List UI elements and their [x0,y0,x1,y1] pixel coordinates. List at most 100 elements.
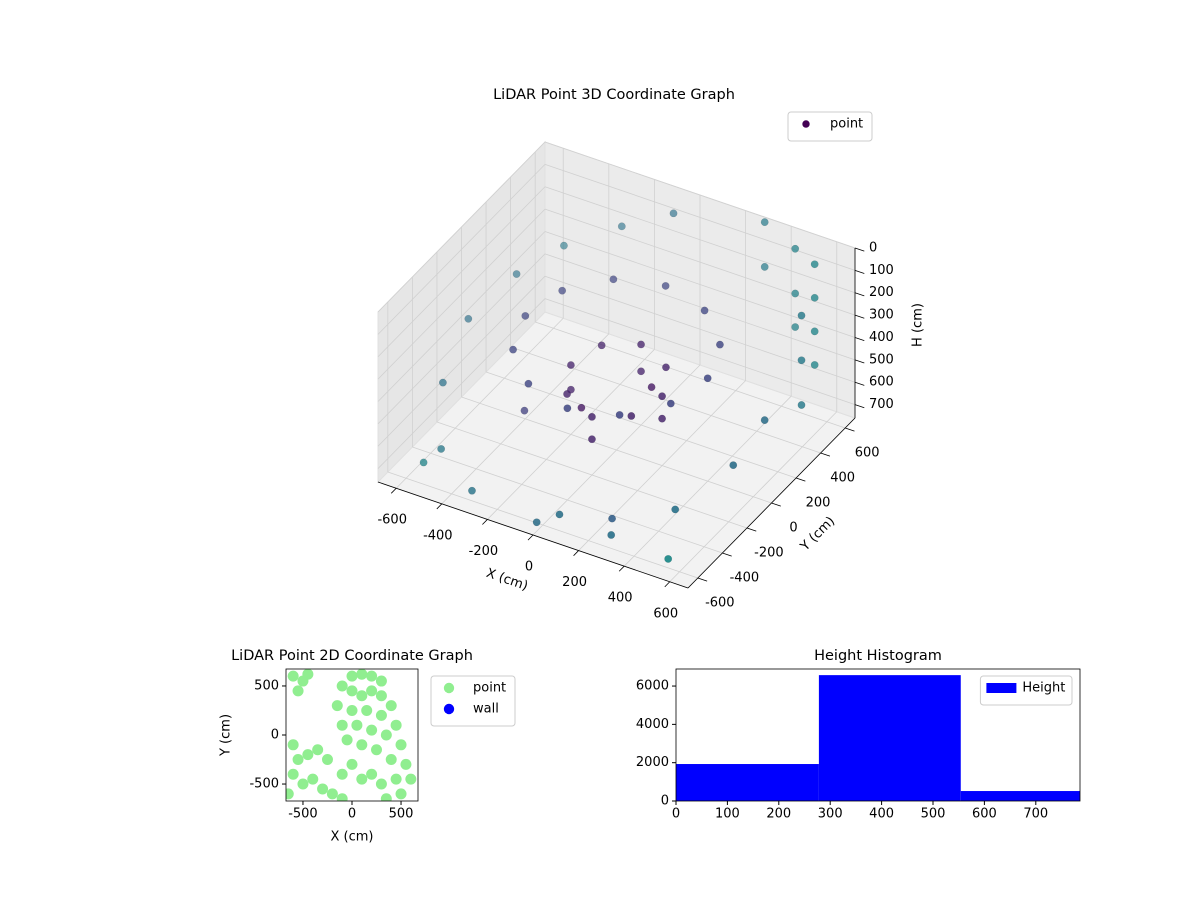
data-point [292,754,304,766]
z-axis-label: H (cm) [911,303,926,347]
data-point [520,406,529,415]
plot-area [286,669,417,801]
grid-line [377,186,546,358]
data-point [464,314,473,323]
data-point [729,461,738,470]
data-point [346,685,358,697]
data-point [597,341,606,350]
data-point [558,286,567,295]
data-point [390,773,402,785]
tick-mark [771,502,781,507]
data-point [521,311,530,320]
x-tick-label: 0 [672,807,680,822]
data-point [346,704,358,716]
grid-line [544,298,856,405]
data-point [356,690,368,702]
data-point [287,768,299,780]
bar [676,764,819,801]
grid-line [387,471,698,579]
data-point [351,719,363,731]
tick-mark [854,337,865,342]
data-point [577,403,586,412]
data-point [666,399,675,408]
tick-mark [854,292,865,297]
data-point [375,709,387,721]
data-point [760,262,769,271]
data-point [395,788,407,800]
grid-line [544,231,856,338]
tick-mark [854,359,865,364]
data-point [791,323,800,331]
data-point [331,700,343,712]
y-tick-label: 2000 [636,755,669,770]
data-point [810,293,819,302]
data-point [366,685,378,697]
data-point [658,392,667,401]
z-tick-label: 300 [869,308,894,323]
y-axis-line [687,417,856,589]
data-point [321,754,333,766]
data-point [524,379,533,388]
data-point [312,744,324,756]
data-point [375,690,387,702]
grid-line [377,253,546,425]
y-axis-label: Y (cm) [797,514,838,555]
data-point [627,412,636,420]
z-tick-label: 0 [869,241,877,256]
y-tick-label: 600 [855,446,880,461]
data-point [292,685,304,697]
data-point [587,435,596,444]
data-point [400,758,412,770]
y-tick-label: -200 [754,546,784,561]
data-point [366,724,378,736]
x-tick-label: 400 [608,591,633,606]
tick-mark [664,581,671,588]
x-axis-label: X (cm) [331,830,374,845]
data-point [810,260,819,269]
chart-title: Height Histogram [814,648,942,664]
data-point [336,793,348,801]
data-point [715,340,724,349]
grid-line [544,186,856,294]
tick-mark [573,550,579,556]
grid-line [485,371,797,479]
data-point [810,327,819,336]
data-point [797,311,806,320]
y-axis-label: Y (cm) [219,714,234,757]
tick-mark [795,477,806,482]
data-point [385,700,397,712]
tick-mark [820,452,831,457]
tick-mark [482,519,488,525]
tick-mark [618,565,625,572]
legend-label: Height [1022,681,1065,696]
data-point [468,486,476,495]
data-point [791,289,800,298]
legend-label: point [830,117,863,132]
grid-line [544,253,856,361]
legend-marker [802,120,810,128]
x-tick-label: 200 [562,575,587,590]
data-point [375,778,387,790]
data-point [608,514,617,523]
data-point [615,410,624,419]
data-point [555,510,564,519]
data-point [509,345,518,354]
grid-line [377,141,546,313]
grid-line [377,231,546,402]
grid-line [377,298,546,469]
data-point [607,531,616,539]
data-point [405,773,417,785]
x-tick-label: 100 [715,807,740,822]
y-tick-label: 6000 [636,679,669,694]
data-point [390,719,402,731]
grid-line [544,163,856,271]
tick-mark [854,314,865,319]
data-point [532,518,541,527]
x-tick-label: 400 [869,807,894,822]
x-axis-label: X (cm) [484,566,530,594]
data-point [662,363,670,372]
tick-mark [845,427,855,432]
x-tick-label: 500 [389,807,414,822]
grid-line [377,164,546,335]
